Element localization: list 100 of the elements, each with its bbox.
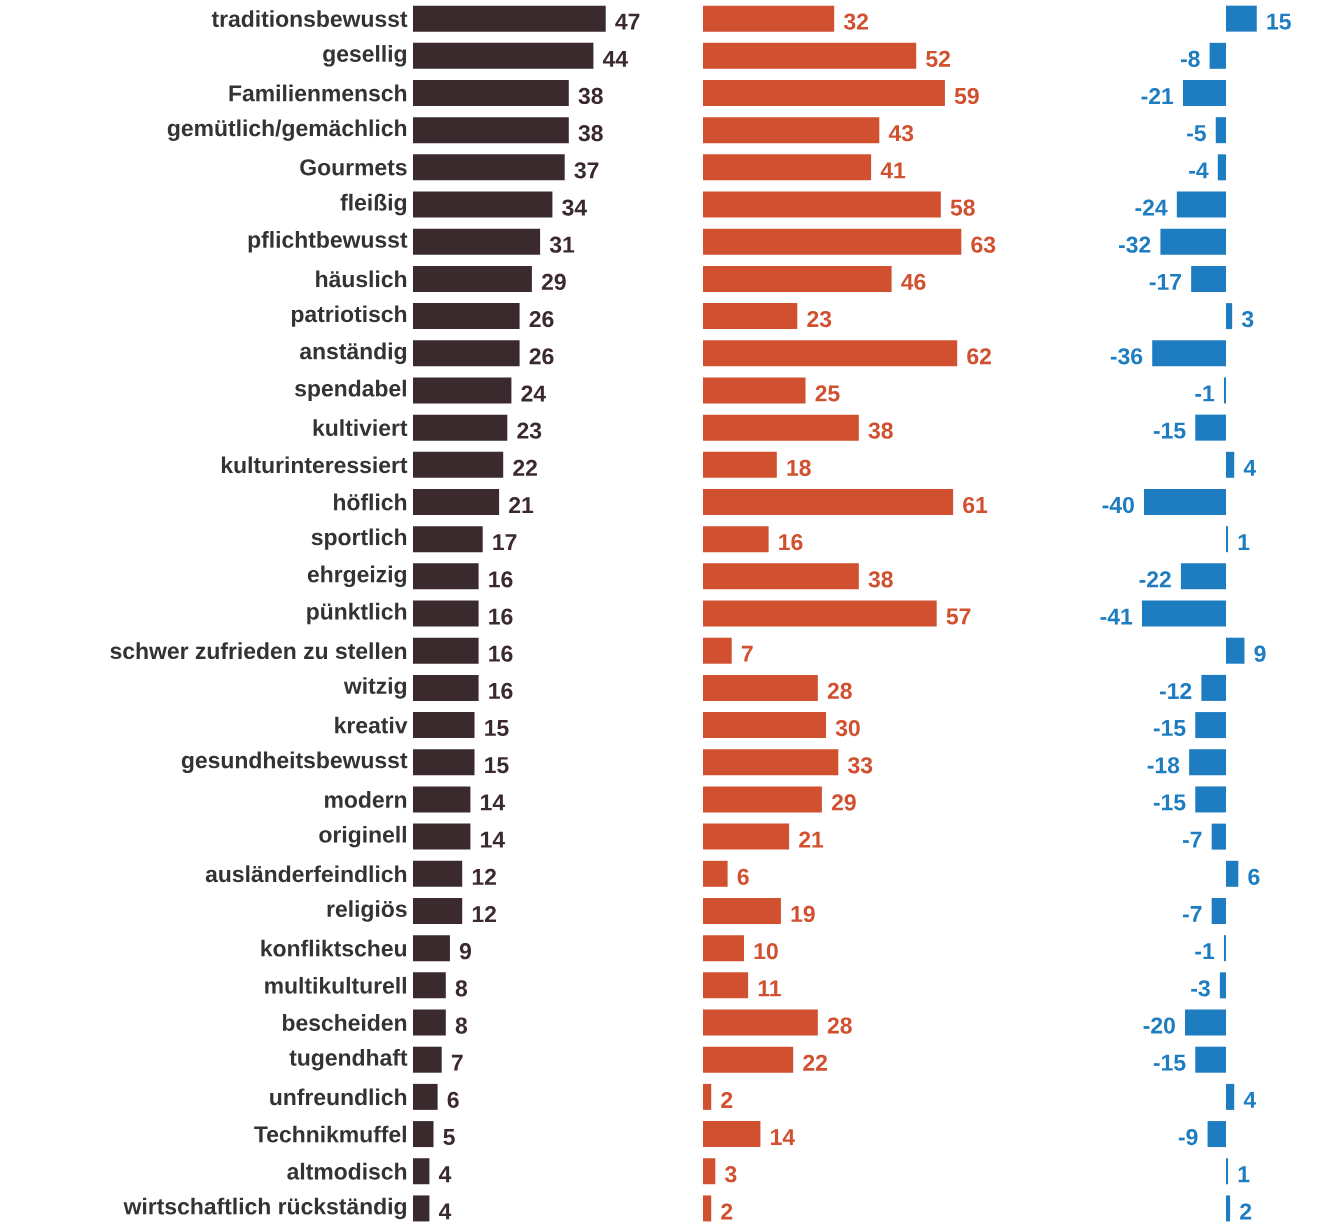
bar xyxy=(413,935,450,962)
data-label: 2 xyxy=(721,1203,733,1220)
data-label: -5 xyxy=(1187,125,1206,142)
bar xyxy=(1226,1158,1229,1185)
bar xyxy=(703,191,941,218)
y-tick-label: häuslich xyxy=(316,270,407,288)
bar xyxy=(703,749,839,776)
y-tick-label: höflich xyxy=(334,493,407,511)
data-label: 16 xyxy=(489,645,513,662)
data-label: 1 xyxy=(1238,1166,1250,1183)
bar xyxy=(1223,377,1227,404)
bar xyxy=(1144,488,1227,515)
data-label: 22 xyxy=(803,1054,827,1071)
bar xyxy=(413,265,532,292)
bar xyxy=(703,1009,818,1036)
bar xyxy=(703,451,777,478)
y-tick-label: gesellig xyxy=(323,45,407,67)
bar xyxy=(703,340,958,367)
bar xyxy=(703,154,872,181)
data-label: 7 xyxy=(451,1054,463,1071)
bar xyxy=(413,1158,430,1185)
data-label: 8 xyxy=(455,1017,468,1034)
data-label: 6 xyxy=(1248,868,1260,885)
data-label: 12 xyxy=(472,868,496,885)
bar xyxy=(413,600,479,627)
bar xyxy=(413,1046,442,1073)
bar xyxy=(1141,600,1227,627)
data-label: 18 xyxy=(787,459,811,476)
data-label: 30 xyxy=(835,719,860,737)
data-label: 8 xyxy=(455,980,468,997)
data-label: -41 xyxy=(1100,608,1133,625)
data-label: -21 xyxy=(1141,88,1174,104)
y-tick-label: gemütlich/gemächlich xyxy=(167,119,407,141)
bar xyxy=(703,228,962,255)
data-label: 38 xyxy=(578,125,603,142)
bar xyxy=(1226,451,1235,478)
y-tick-label: schwer zufrieden zu stellen xyxy=(110,642,407,660)
data-label: 2 xyxy=(1240,1203,1252,1220)
y-tick-label: pünktlich xyxy=(307,602,407,625)
bar xyxy=(1226,526,1229,553)
data-label: 62 xyxy=(967,348,991,365)
y-tick-label: tugendhaft xyxy=(289,1048,408,1071)
data-label: 31 xyxy=(549,236,575,253)
bar xyxy=(413,451,504,478)
y-tick-label: kultiviert xyxy=(313,419,408,437)
bar xyxy=(413,42,594,69)
bar xyxy=(1223,935,1227,962)
bar xyxy=(703,786,822,813)
y-tick-label: fleißig xyxy=(340,193,407,216)
bar xyxy=(413,749,475,776)
data-label: 9 xyxy=(459,943,471,960)
bar xyxy=(413,712,475,739)
data-label: -22 xyxy=(1139,571,1171,588)
bar xyxy=(1226,5,1257,32)
data-label: -32 xyxy=(1118,236,1151,253)
data-label: 23 xyxy=(807,310,832,328)
bar xyxy=(703,972,749,999)
y-tick-label: kulturinteressiert xyxy=(221,456,408,474)
data-label: 44 xyxy=(602,50,628,67)
bar xyxy=(413,191,553,218)
bar xyxy=(1207,1121,1227,1148)
bar xyxy=(1226,1195,1231,1222)
data-label: 33 xyxy=(848,757,873,774)
y-tick-label: gesundheitsbewusst xyxy=(181,751,408,773)
data-label: 7 xyxy=(741,645,753,662)
bar xyxy=(1152,340,1227,367)
data-label: -3 xyxy=(1191,980,1210,997)
bar xyxy=(413,488,500,515)
y-tick-label: bescheiden xyxy=(282,1014,407,1031)
bar xyxy=(703,5,835,32)
data-label: 29 xyxy=(831,794,856,811)
data-label: 43 xyxy=(888,125,914,142)
bar xyxy=(413,340,520,367)
data-label: 28 xyxy=(827,1017,852,1034)
y-tick-label: patriotisch xyxy=(291,305,407,327)
data-label: 25 xyxy=(815,385,840,402)
bar xyxy=(1226,303,1233,330)
data-label: 26 xyxy=(529,348,554,365)
bar xyxy=(1176,191,1227,218)
data-label: 38 xyxy=(868,422,893,439)
data-label: 38 xyxy=(868,571,893,588)
data-label: 14 xyxy=(481,831,505,848)
bar xyxy=(703,414,859,441)
bar xyxy=(703,674,818,701)
bar xyxy=(413,1083,438,1110)
y-tick-label: traditionsbewusst xyxy=(211,10,408,28)
data-label: 28 xyxy=(827,682,852,699)
bar xyxy=(413,897,463,924)
bar xyxy=(1215,117,1227,144)
data-label: -7 xyxy=(1182,831,1202,848)
bar xyxy=(703,600,937,627)
data-label: 29 xyxy=(541,273,566,291)
bar xyxy=(1195,414,1227,441)
data-label: -8 xyxy=(1180,50,1200,67)
bar xyxy=(413,228,541,255)
bar xyxy=(413,117,569,144)
data-label: 6 xyxy=(447,1091,459,1108)
bar xyxy=(1180,563,1227,590)
data-label: 23 xyxy=(517,422,542,439)
data-label: 57 xyxy=(946,608,971,625)
